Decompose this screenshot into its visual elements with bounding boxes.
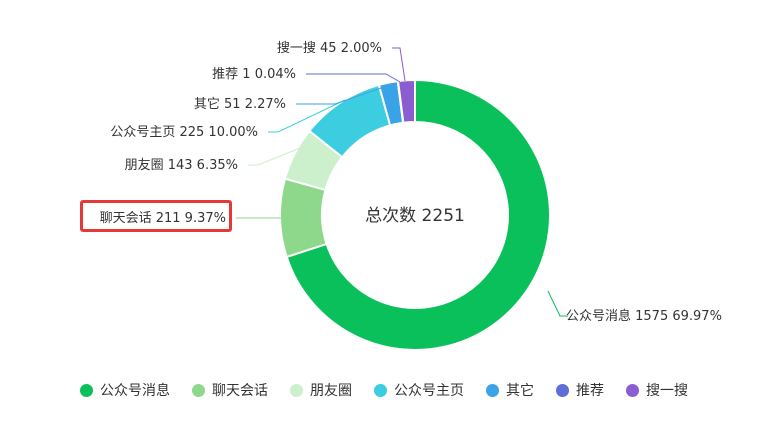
slice-label-0: 公众号消息 1575 69.97% [566, 308, 722, 324]
legend-item-1[interactable]: 聊天会话 [192, 380, 268, 400]
leader-line-0 [547, 290, 568, 317]
legend-item-6[interactable]: 搜一搜 [626, 380, 688, 400]
legend-dot-icon [556, 383, 569, 397]
legend-dot-icon [374, 383, 387, 397]
legend-label: 公众号主页 [394, 383, 464, 399]
leader-line-6 [392, 47, 406, 82]
slice-label-2: 朋友圈 143 6.35% [125, 157, 238, 173]
highlight-box [80, 200, 232, 232]
legend-item-3[interactable]: 公众号主页 [374, 380, 464, 400]
slice-label-6: 搜一搜 45 2.00% [277, 41, 382, 56]
legend-label: 聊天会话 [212, 383, 268, 399]
leader-line-4 [296, 84, 391, 105]
legend-label: 搜一搜 [646, 383, 688, 399]
slice-label-4: 其它 51 2.27% [194, 96, 286, 112]
leader-line-2 [248, 147, 301, 166]
slice-label-1: 聊天会话 211 9.37% [100, 211, 226, 226]
center-total-label: 总次数 2251 [365, 206, 465, 226]
legend-dot-icon [626, 383, 639, 397]
legend-item-4[interactable]: 其它 [486, 380, 534, 400]
slice-1 [279, 177, 328, 259]
legend-label: 推荐 [576, 383, 604, 399]
leader-line-3 [268, 99, 346, 133]
legend-item-5[interactable]: 推荐 [556, 380, 604, 400]
slice-label-5: 推荐 1 0.04% [212, 67, 296, 82]
legend-dot-icon [486, 383, 499, 397]
legend-label: 公众号消息 [100, 383, 170, 399]
legend: 公众号消息 聊天会话 朋友圈 公众号主页 其它 推荐 搜一搜 [80, 380, 760, 400]
legend-item-0[interactable]: 公众号消息 [80, 380, 170, 400]
slice-6 [396, 78, 416, 124]
legend-item-2[interactable]: 朋友圈 [290, 380, 352, 400]
legend-dot-icon [80, 383, 93, 397]
slice-label-3: 公众号主页 225 10.00% [110, 125, 258, 140]
legend-dot-icon [290, 383, 303, 397]
legend-label: 朋友圈 [310, 383, 352, 399]
legend-label: 其它 [506, 383, 534, 399]
leader-line-5 [306, 73, 401, 83]
slice-0 [285, 78, 551, 351]
donut-chart: 总次数 2251 公众号消息 1575 69.97% 聊天会话 211 9.37% 朋… [100, 41, 722, 351]
legend-dot-icon [192, 383, 205, 397]
